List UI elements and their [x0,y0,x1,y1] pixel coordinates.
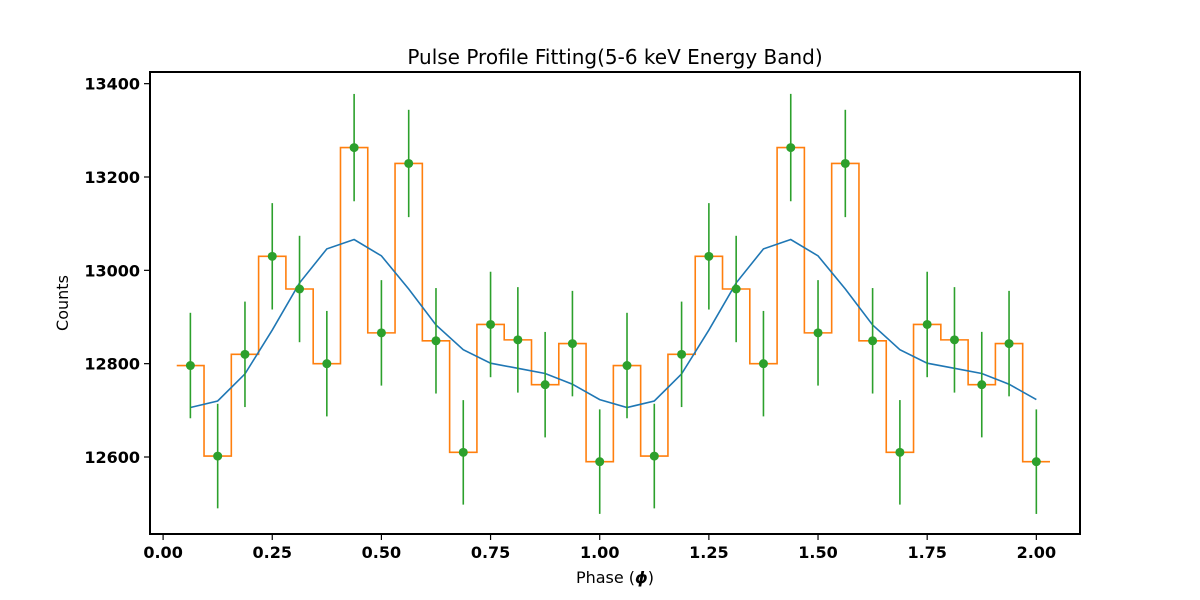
data-point [322,359,332,369]
data-point [513,335,523,345]
chart-title: Pulse Profile Fitting(5-6 keV Energy Ban… [407,45,822,69]
y-tick-label: 13200 [84,168,140,187]
data-point [895,447,905,457]
y-tick-label: 13400 [84,75,140,94]
x-tick-label: 0.25 [253,543,292,562]
data-point [840,158,850,168]
data-point [922,319,932,329]
x-axis-label-symbol: ϕ [635,568,648,587]
data-point [704,251,714,261]
y-axis-label: Counts [53,275,72,331]
data-point [1004,339,1014,349]
x-axis-label: Phase (ϕ) [576,568,654,587]
step-series-line [176,146,1050,463]
data-point [813,328,823,338]
model-series-line [190,238,1037,409]
plot-frame [149,71,1081,535]
data-point [677,349,687,359]
data-point [977,380,987,390]
data-point [267,251,277,261]
data-point [349,143,359,153]
data-point [649,451,659,461]
data-point [185,361,195,371]
data-point [949,335,959,345]
data-point [213,451,223,461]
data-point [595,457,605,467]
y-tick-label: 12600 [84,448,140,467]
data-point [431,336,441,346]
x-tick-label: 2.00 [1017,543,1056,562]
data-point [540,380,550,390]
y-tick-label: 12800 [84,355,140,374]
data-point [458,447,468,457]
x-axis-label-end: ) [648,568,654,587]
data-point [758,359,768,369]
data-point [786,143,796,153]
x-tick-label: 1.75 [907,543,946,562]
x-tick-label: 1.25 [689,543,728,562]
data-point [404,158,414,168]
x-tick-label: 0.00 [143,543,182,562]
axes: 0.00 0.25 0.50 0.75 1.00 1.25 1.50 1.75 2.00 1260… [84,71,1081,562]
data-point [622,361,632,371]
data-point [567,339,577,349]
data-point [486,319,496,329]
x-axis-label-text: Phase ( [576,568,635,587]
data-point [1031,457,1041,467]
data-point [240,349,250,359]
data-point [376,328,386,338]
data-point [731,284,741,294]
data-point [295,284,305,294]
x-tick-label: 1.00 [580,543,619,562]
x-tick-label: 0.50 [362,543,401,562]
plot-area [176,93,1050,514]
x-tick-label: 1.50 [798,543,837,562]
data-point [868,336,878,346]
y-tick-label: 13000 [84,261,140,280]
x-tick-label: 0.75 [471,543,510,562]
